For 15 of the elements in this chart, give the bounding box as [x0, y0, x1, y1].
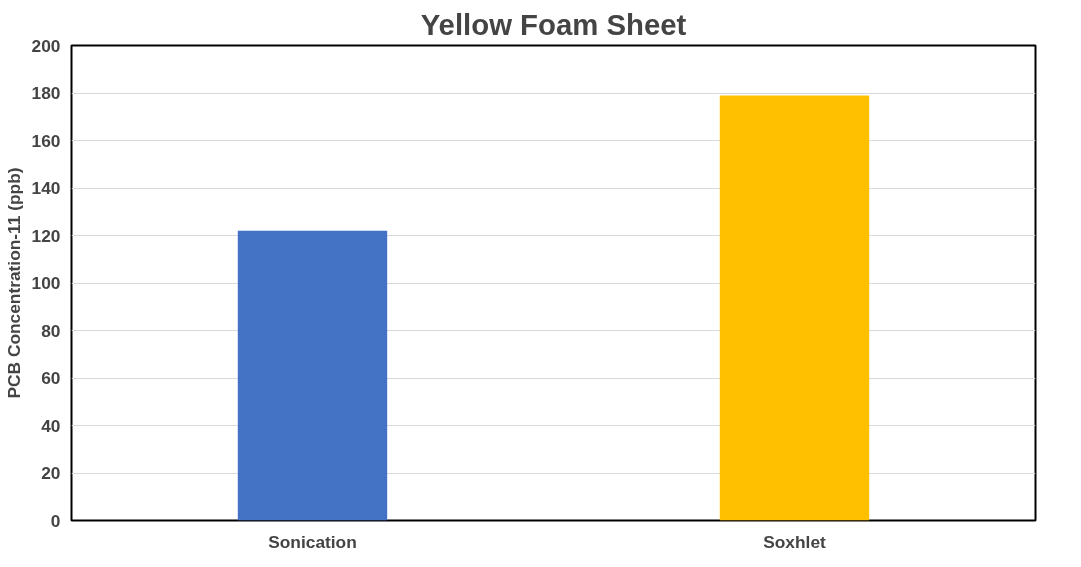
y-tick-label: 140 [31, 178, 61, 198]
y-tick-label: 60 [41, 368, 61, 388]
x-tick-label: Sonication [268, 531, 357, 552]
y-tick-label: 180 [31, 83, 61, 103]
y-tick-label: 80 [41, 320, 61, 341]
y-tick-label: 40 [41, 415, 61, 436]
y-tick-label: 20 [41, 463, 61, 483]
y-tick-label: 0 [50, 510, 61, 531]
y-tick-label: 100 [31, 273, 61, 293]
y-tick-label: 160 [31, 130, 61, 151]
y-axis-title: PCB Concentration-11 (ppb) [3, 167, 24, 399]
y-tick-label: 200 [31, 35, 61, 56]
chart-title: Yellow Foam Sheet [420, 7, 687, 41]
y-tick-label: 120 [31, 225, 61, 246]
x-tick-label: Soxhlet [763, 531, 827, 552]
